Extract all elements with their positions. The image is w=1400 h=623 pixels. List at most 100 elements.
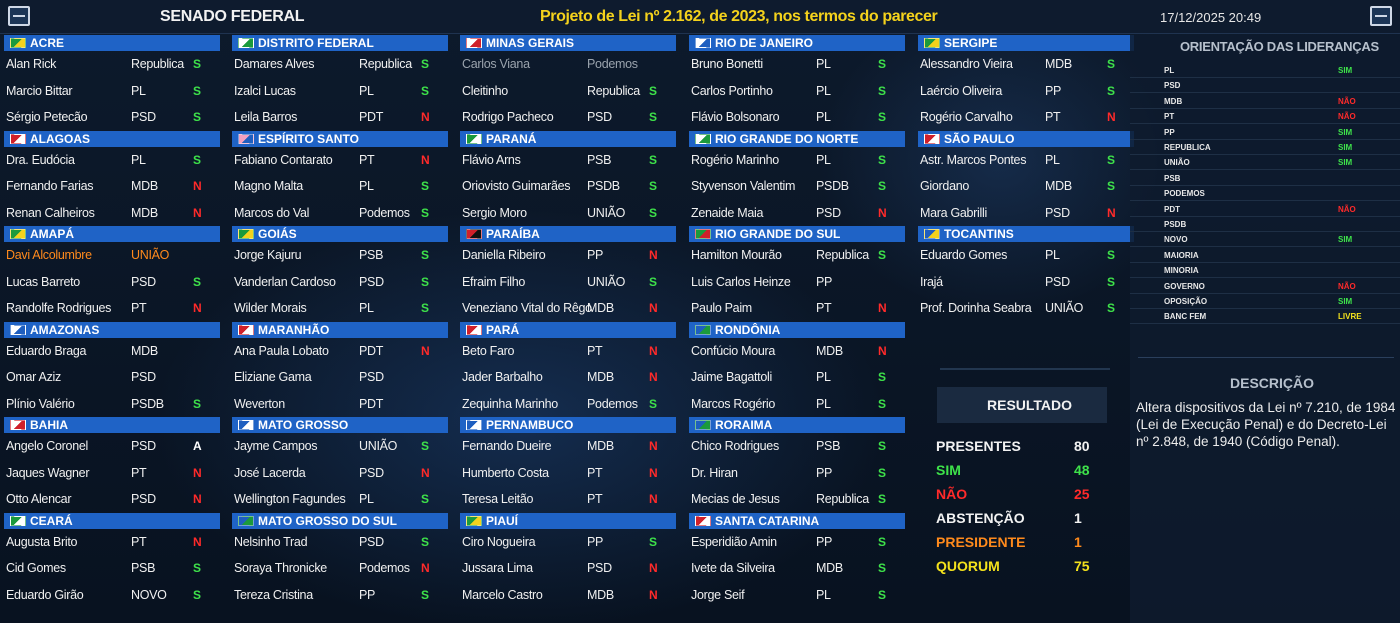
senator-name: Eliziane Gama: [234, 370, 312, 385]
senator-vote: S: [193, 83, 202, 98]
senator-name: Confúcio Moura: [691, 343, 776, 358]
senator-row: Jader Barbalho MDB N: [456, 364, 678, 391]
senator-party: PSB: [587, 152, 612, 167]
resultado-value: 48: [1074, 462, 1090, 478]
senator-party: PDT: [359, 110, 384, 125]
senator-party: PL: [816, 370, 831, 385]
senator-party: PP: [587, 248, 604, 263]
senator-party: PSD: [131, 439, 156, 454]
state-header: RONDÔNIA: [689, 321, 905, 338]
senator-name: Oriovisto Guimarães: [462, 179, 571, 194]
right-panel: ORIENTAÇÃO DAS LIDERANÇAS PL SIM PSD MDB NÃO…: [1130, 35, 1400, 623]
senator-name: Eduardo Braga: [6, 343, 87, 358]
senator-row: Jorge Seif PL S: [685, 582, 907, 609]
senator-row: Mecias de Jesus Republica S: [685, 486, 907, 513]
state-name: PARAÍBA: [486, 227, 540, 241]
state-flag-icon: [695, 133, 711, 144]
senator-name: Lucas Barreto: [6, 274, 80, 289]
resultado-value: 80: [1074, 438, 1090, 454]
orientacao-value: SIM: [1338, 297, 1353, 306]
senator-party: PSD: [587, 561, 612, 576]
state-name: RORAIMA: [715, 418, 773, 432]
senator-row: Renan Calheiros MDB N: [0, 200, 222, 227]
senator-vote: S: [878, 492, 887, 507]
senator-party: UNIÃO: [131, 248, 170, 263]
senator-name: Damares Alves: [234, 57, 315, 72]
datetime: 17/12/2025 20:49: [1160, 10, 1262, 25]
monitor-icon-left[interactable]: [8, 6, 30, 26]
senator-name: Fernando Dueire: [462, 439, 552, 454]
orientacao-value: NÃO: [1338, 281, 1356, 291]
resultado-value: 1: [1074, 534, 1082, 550]
senator-vote: S: [193, 274, 202, 289]
senator-party: PL: [816, 396, 831, 411]
senator-party: UNIÃO: [587, 205, 626, 220]
senator-row: Flávio Arns PSB S: [456, 147, 678, 174]
state-flag-icon: [10, 38, 26, 48]
senator-party: PP: [816, 534, 833, 549]
senator-name: Cid Gomes: [6, 561, 66, 576]
senator-row: Carlos Viana Podemos: [456, 51, 678, 78]
senator-row: Otto Alencar PSD N: [0, 486, 222, 513]
orientacao-row: PT NÃO: [1130, 111, 1400, 125]
orientacao-party: PSDB: [1164, 220, 1187, 229]
senator-row: Vanderlan Cardoso PSD S: [228, 269, 450, 296]
senator-row: Chico Rodrigues PSB S: [685, 433, 907, 460]
senator-row: Marcos Rogério PL S: [685, 391, 907, 418]
senator-name: Beto Faro: [462, 343, 515, 358]
senator-party: PT: [587, 492, 603, 507]
senator-name: Marcelo Castro: [462, 587, 543, 602]
orientacao-row: NOVO SIM: [1130, 234, 1400, 248]
state-name: BAHIA: [30, 418, 68, 432]
senator-party: NOVO: [131, 587, 167, 602]
senator-row: Rodrigo Pacheco PSD S: [456, 104, 678, 131]
senator-party: PT: [587, 465, 603, 480]
senator-row: Jussara Lima PSD N: [456, 555, 678, 582]
senator-name: Mara Gabrilli: [920, 205, 987, 220]
monitor-icon-right[interactable]: [1370, 6, 1392, 26]
state-header: BAHIA: [4, 417, 220, 433]
senator-party: PP: [587, 534, 604, 549]
senator-party: PL: [131, 152, 146, 167]
senator-party: PSDB: [816, 179, 849, 194]
orientacao-party: PSB: [1164, 173, 1181, 183]
senator-party: PSD: [816, 205, 841, 220]
state-flag-icon: [695, 229, 711, 239]
senator-party: PSDB: [131, 396, 164, 411]
senator-vote: S: [193, 396, 202, 411]
state-flag-icon: [238, 133, 254, 144]
senator-row: Weverton PDT: [228, 391, 450, 418]
senator-row: Irajá PSD S: [914, 269, 1136, 296]
resultado-line: PRESENTES 80: [936, 438, 1096, 460]
senator-row: Alessandro Vieira MDB S: [914, 51, 1136, 78]
orientacao-row: MDB NÃO: [1130, 96, 1400, 109]
senator-party: UNIÃO: [587, 274, 626, 289]
senator-vote: N: [649, 343, 658, 358]
senator-name: Augusta Brito: [6, 534, 78, 549]
senator-row: Fabiano Contarato PT N: [228, 147, 450, 174]
resultado-label: SIM: [936, 462, 961, 478]
senator-name: Wilder Morais: [234, 301, 307, 316]
resultado-label: PRESIDENTE: [936, 534, 1026, 550]
state-name: PERNAMBUCO: [486, 418, 574, 432]
resultado-label: QUORUM: [936, 558, 1000, 574]
state-column: RIO DE JANEIRO Bruno Bonetti PL S Carlos Por…: [685, 35, 907, 608]
senator-name: Fabiano Contarato: [234, 152, 333, 167]
senator-row: Jaime Bagattoli PL S: [685, 364, 907, 391]
state-flag-icon: [695, 515, 711, 526]
state-header: PERNAMBUCO: [460, 417, 676, 433]
senator-name: Jaques Wagner: [6, 465, 90, 480]
orientacao-party: MAIORIA: [1164, 250, 1199, 260]
senator-row: Cid Gomes PSB S: [0, 555, 222, 582]
senator-name: Angelo Coronel: [6, 439, 88, 454]
senator-row: Fernando Dueire MDB N: [456, 433, 678, 460]
senator-party: PL: [359, 301, 374, 316]
senator-name: Paulo Paim: [691, 301, 752, 316]
senator-row: Damares Alves Republica S: [228, 51, 450, 78]
orientacao-value: SIM: [1338, 127, 1353, 137]
orientacao-row: PSB: [1130, 173, 1400, 186]
state-flag-icon: [695, 420, 711, 430]
senator-vote: S: [1107, 248, 1116, 263]
senator-vote: S: [1107, 274, 1116, 289]
senator-vote: N: [421, 343, 430, 358]
